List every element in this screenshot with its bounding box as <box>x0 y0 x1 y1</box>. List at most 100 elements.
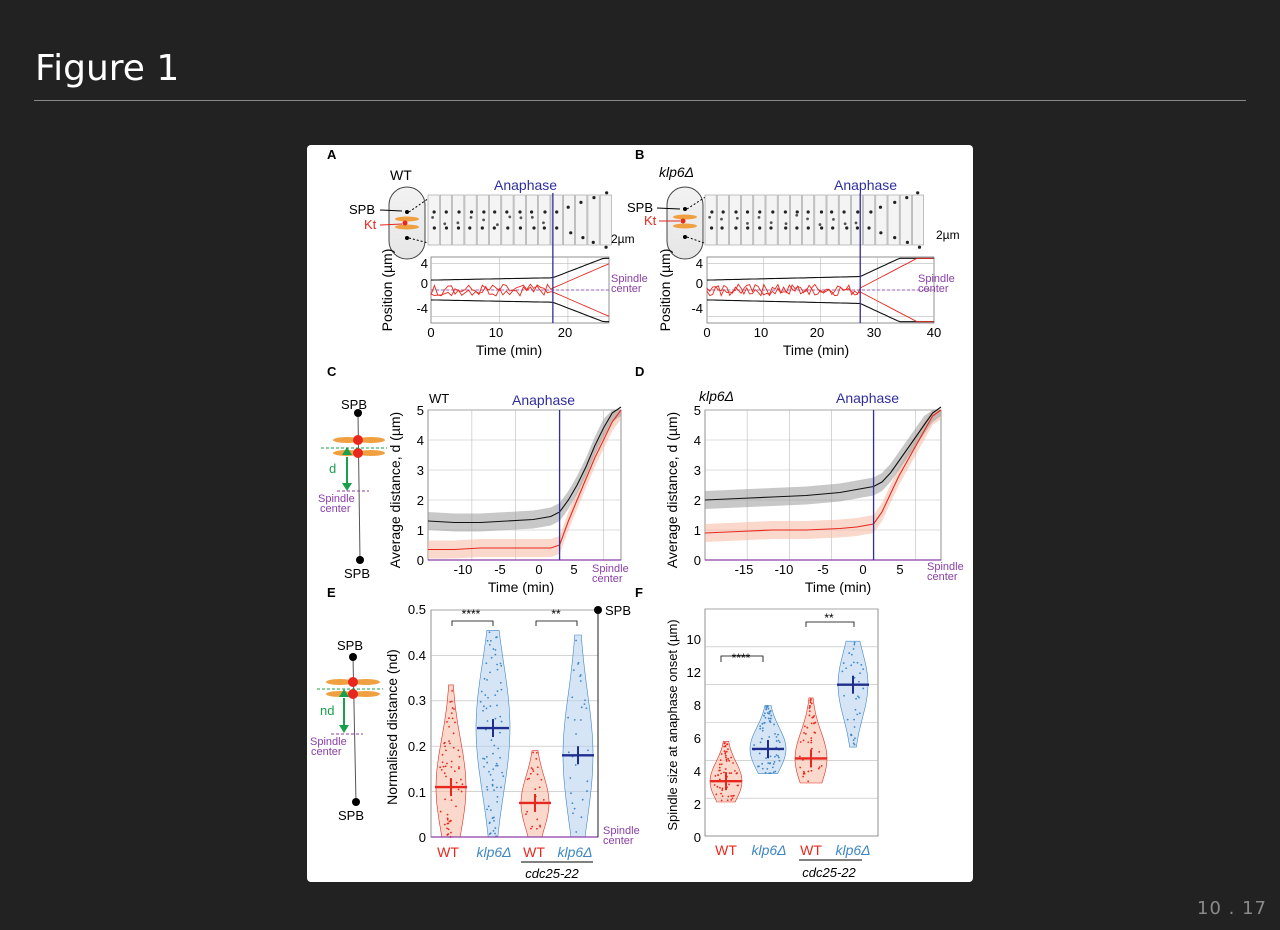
data-point <box>500 720 503 723</box>
panel-c-ytick-4: 4 <box>417 433 424 448</box>
data-point <box>814 721 817 724</box>
panel-b-anaphase: Anaphase <box>834 177 897 193</box>
slide-number: 10 . 17 <box>1197 898 1267 919</box>
data-point <box>479 700 482 703</box>
data-point <box>575 733 577 735</box>
panel-e-ytick-02: 0.2 <box>408 739 426 754</box>
data-point <box>486 639 489 642</box>
kt-spot <box>508 215 512 219</box>
confidence-band <box>428 410 621 559</box>
panel-b: B klp6Δ SPB Kt Anaphase 2µm Spindle cent… <box>627 147 960 358</box>
plot-frame <box>427 409 622 561</box>
panel-b-plot <box>706 193 935 324</box>
data-point <box>449 820 452 823</box>
data-point <box>761 722 764 725</box>
panel-f-background: cdc25-22 <box>802 865 856 880</box>
data-point <box>810 698 812 701</box>
kt-spot <box>542 221 545 225</box>
data-point <box>452 746 455 749</box>
spb-spot <box>819 210 824 214</box>
panel-d-xlabel: Time (min) <box>805 579 871 595</box>
data-point <box>460 790 463 793</box>
panel-d-ytick-4: 4 <box>694 433 701 448</box>
data-point <box>720 772 723 775</box>
data-point <box>718 769 721 772</box>
panel-c-xtick-neg5: -5 <box>494 562 506 577</box>
panel-a-plot <box>430 193 610 324</box>
data-point <box>810 741 813 744</box>
strip-frame <box>716 194 729 246</box>
data-point <box>766 712 769 714</box>
spb-spot <box>893 236 897 240</box>
panel-e: E SPB nd Spindle center SPB 0.5 0.4 0.3 … <box>310 585 640 881</box>
data-point <box>803 772 806 775</box>
panel-c-anaphase: Anaphase <box>512 392 575 408</box>
data-point <box>860 663 863 666</box>
data-point <box>753 744 756 746</box>
data-point <box>810 737 813 740</box>
panel-f-group-4: klp6Δ <box>835 842 870 858</box>
spb-spot <box>604 245 608 249</box>
spb-spot <box>432 210 436 214</box>
panel-f-ytick-6: 6 <box>694 731 701 746</box>
data-point <box>489 671 491 674</box>
series-line <box>704 406 942 501</box>
data-point <box>726 743 729 746</box>
data-point <box>772 763 775 765</box>
data-point <box>763 714 765 717</box>
data-point <box>856 713 859 716</box>
data-point <box>446 720 448 723</box>
strip-frame <box>875 194 888 246</box>
spb-spot <box>493 210 497 214</box>
spb-spot <box>806 210 810 214</box>
data-point <box>496 795 499 798</box>
data-point <box>720 753 723 755</box>
data-point <box>486 808 488 811</box>
panel-e-spindle-center-2: center <box>311 746 342 758</box>
spb-spot <box>734 210 738 214</box>
data-point <box>458 755 461 758</box>
panel-a-spb-label: SPB <box>349 202 375 217</box>
data-point <box>490 739 493 741</box>
data-point <box>798 755 801 758</box>
panel-f: F 10 12 8 6 4 2 0 **** ** WT klp6Δ WT kl… <box>635 585 879 880</box>
data-point <box>818 766 821 769</box>
data-point <box>777 755 779 757</box>
data-point <box>447 828 450 831</box>
data-point <box>530 827 532 830</box>
kt-spot <box>832 218 835 221</box>
data-point <box>453 770 456 773</box>
strip-frame <box>575 194 588 246</box>
panel-e-group-1: WT <box>437 844 459 860</box>
panel-f-plot <box>704 608 879 837</box>
data-point <box>817 767 820 770</box>
data-point <box>528 777 530 780</box>
data-point <box>572 669 575 672</box>
data-point <box>493 789 496 792</box>
data-point <box>858 712 861 715</box>
panel-d-strain: klp6Δ <box>699 388 734 404</box>
data-point <box>542 798 545 801</box>
data-point <box>775 736 778 738</box>
data-point <box>760 737 763 740</box>
data-point <box>724 751 727 754</box>
data-point <box>457 788 460 791</box>
data-point <box>452 732 455 735</box>
data-point <box>489 809 492 812</box>
figure-image: A WT SPB Kt Anaphase 2µm Spindle center … <box>307 145 973 882</box>
data-point <box>768 736 771 738</box>
data-point <box>777 733 779 736</box>
data-point <box>454 721 456 724</box>
data-point <box>573 718 576 721</box>
data-point <box>450 760 453 763</box>
data-point <box>526 778 529 781</box>
data-point <box>765 707 768 709</box>
data-point <box>461 783 464 786</box>
data-point <box>445 775 447 778</box>
data-point <box>488 631 491 634</box>
data-point <box>460 778 462 781</box>
data-point <box>730 772 733 775</box>
data-point <box>485 662 488 665</box>
spb-spot <box>879 231 883 235</box>
data-point <box>488 833 491 835</box>
